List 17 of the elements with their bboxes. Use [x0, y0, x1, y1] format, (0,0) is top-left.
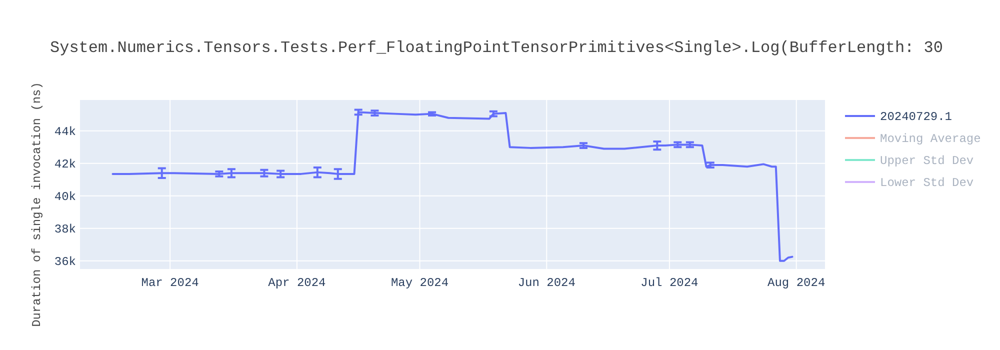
legend-label: Lower Std Dev — [880, 176, 974, 190]
legend-label: 20240729.1 — [880, 110, 952, 124]
x-tick-label: Mar 2024 — [141, 276, 199, 290]
y-tick-label: 44k — [54, 124, 76, 139]
x-tick-label: Jul 2024 — [640, 276, 698, 290]
x-tick-label: Aug 2024 — [768, 276, 826, 290]
y-axis-title: Duration of single invocation (ns) — [30, 82, 44, 327]
chart-title: System.Numerics.Tensors.Tests.Perf_FloatingPointTensorPrimitives<Single>.Log(BufferLength: 30 — [50, 39, 943, 57]
x-tick-label: Jun 2024 — [518, 276, 576, 290]
y-tick-label: 38k — [54, 222, 76, 236]
y-tick-label: 40k — [54, 190, 76, 204]
legend-label: Upper Std Dev — [880, 154, 974, 168]
x-tick-label: May 2024 — [390, 276, 449, 290]
legend-label: Moving Average — [880, 132, 981, 146]
y-tick-label: 36k — [54, 254, 76, 269]
x-tick-label: Apr 2024 — [268, 276, 326, 290]
y-tick-label: 42k — [54, 157, 76, 172]
